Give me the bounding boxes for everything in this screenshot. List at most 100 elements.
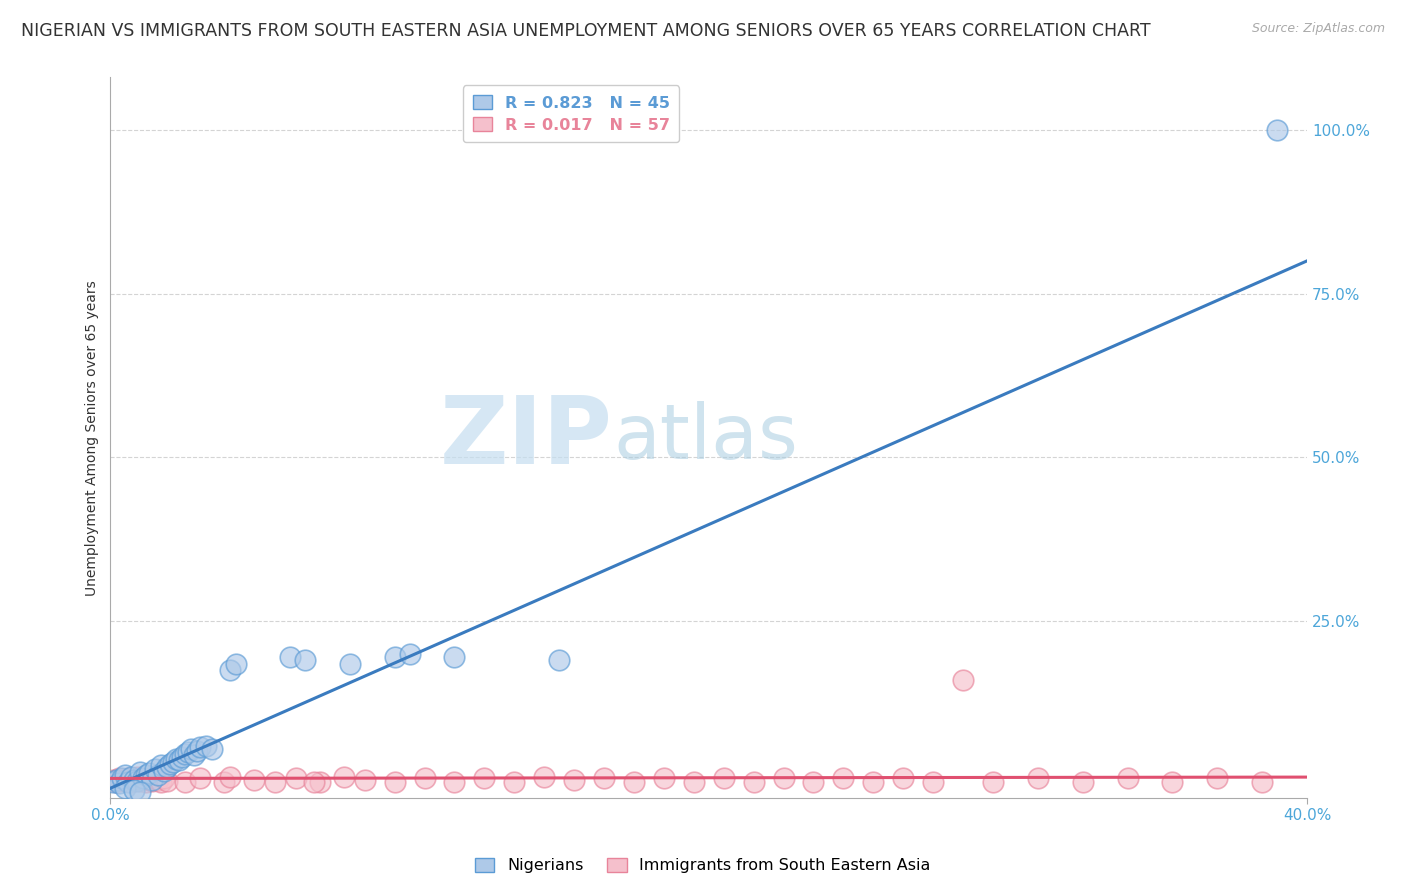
- Point: [114, 768, 136, 782]
- Point: [156, 759, 179, 773]
- Point: [148, 768, 170, 782]
- Point: [174, 747, 197, 761]
- Point: [548, 653, 571, 667]
- Point: [772, 772, 794, 786]
- Point: [117, 774, 139, 789]
- Point: [156, 774, 179, 789]
- Point: [1251, 774, 1274, 789]
- Point: [803, 774, 825, 789]
- Text: NIGERIAN VS IMMIGRANTS FROM SOUTH EASTERN ASIA UNEMPLOYMENT AMONG SENIORS OVER 6: NIGERIAN VS IMMIGRANTS FROM SOUTH EASTER…: [21, 22, 1150, 40]
- Point: [952, 673, 974, 687]
- Point: [172, 750, 194, 764]
- Point: [623, 774, 645, 789]
- Point: [413, 772, 436, 786]
- Point: [219, 770, 242, 784]
- Point: [562, 772, 585, 787]
- Point: [120, 770, 142, 784]
- Point: [981, 774, 1004, 789]
- Point: [165, 752, 187, 766]
- Point: [832, 772, 855, 786]
- Point: [294, 653, 316, 667]
- Point: [332, 770, 354, 784]
- Point: [143, 770, 166, 784]
- Point: [135, 768, 157, 782]
- Point: [188, 772, 211, 786]
- Text: ZIP: ZIP: [440, 392, 613, 483]
- Point: [922, 774, 945, 789]
- Point: [132, 772, 155, 787]
- Point: [1206, 772, 1229, 786]
- Point: [353, 772, 375, 787]
- Point: [135, 774, 157, 789]
- Point: [278, 650, 301, 665]
- Point: [533, 770, 555, 784]
- Point: [141, 774, 163, 789]
- Point: [103, 774, 125, 789]
- Point: [713, 772, 735, 786]
- Point: [862, 774, 884, 789]
- Point: [186, 744, 208, 758]
- Point: [150, 758, 173, 772]
- Point: [1026, 772, 1049, 786]
- Point: [742, 774, 765, 789]
- Point: [114, 781, 136, 796]
- Point: [503, 774, 526, 789]
- Point: [120, 774, 142, 789]
- Point: [148, 772, 170, 787]
- Legend: Nigerians, Immigrants from South Eastern Asia: Nigerians, Immigrants from South Eastern…: [468, 851, 938, 880]
- Point: [195, 739, 218, 753]
- Point: [264, 774, 287, 789]
- Point: [124, 772, 146, 787]
- Point: [108, 772, 131, 786]
- Point: [150, 774, 173, 789]
- Point: [443, 650, 465, 665]
- Point: [127, 770, 149, 784]
- Point: [111, 772, 134, 787]
- Point: [105, 774, 128, 789]
- Point: [472, 772, 495, 786]
- Point: [117, 772, 139, 786]
- Point: [174, 774, 197, 789]
- Point: [105, 772, 128, 787]
- Point: [129, 784, 152, 798]
- Point: [339, 657, 361, 671]
- Point: [308, 774, 330, 789]
- Point: [138, 772, 160, 786]
- Point: [124, 772, 146, 787]
- Point: [1161, 774, 1184, 789]
- Point: [183, 748, 205, 763]
- Legend: R = 0.823   N = 45, R = 0.017   N = 57: R = 0.823 N = 45, R = 0.017 N = 57: [463, 86, 679, 142]
- Point: [138, 766, 160, 780]
- Point: [159, 756, 181, 771]
- Point: [284, 772, 307, 786]
- Point: [167, 753, 190, 767]
- Point: [143, 762, 166, 776]
- Point: [114, 774, 136, 789]
- Point: [384, 650, 406, 665]
- Point: [652, 772, 675, 786]
- Point: [682, 774, 704, 789]
- Point: [891, 772, 914, 786]
- Point: [141, 772, 163, 787]
- Point: [188, 739, 211, 754]
- Text: atlas: atlas: [613, 401, 797, 475]
- Point: [111, 772, 134, 786]
- Point: [201, 742, 224, 756]
- Point: [180, 742, 202, 756]
- Point: [103, 772, 125, 787]
- Point: [225, 657, 247, 671]
- Point: [127, 774, 149, 789]
- Point: [124, 783, 146, 797]
- Point: [443, 774, 465, 789]
- Point: [1116, 772, 1139, 786]
- Point: [153, 764, 176, 778]
- Point: [1071, 774, 1094, 789]
- Point: [1265, 123, 1288, 137]
- Point: [219, 663, 242, 677]
- Point: [243, 772, 266, 787]
- Point: [593, 772, 616, 786]
- Point: [398, 647, 420, 661]
- Y-axis label: Unemployment Among Seniors over 65 years: Unemployment Among Seniors over 65 years: [86, 280, 100, 596]
- Text: Source: ZipAtlas.com: Source: ZipAtlas.com: [1251, 22, 1385, 36]
- Point: [162, 755, 184, 769]
